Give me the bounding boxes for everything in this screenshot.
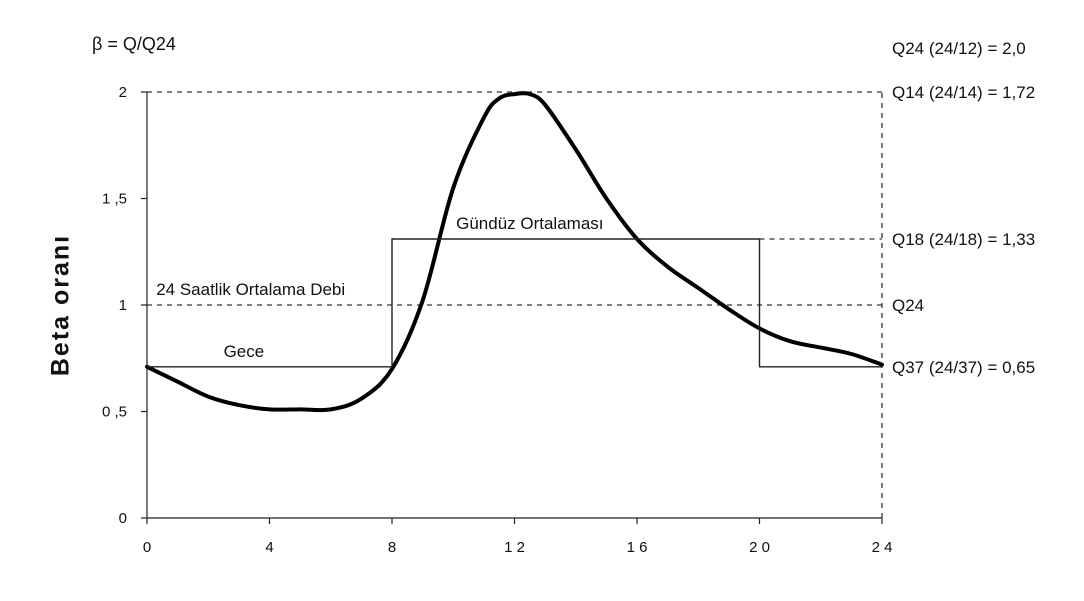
annotation-3: Q24 — [892, 296, 924, 315]
x-tick-label-2: 8 — [388, 539, 396, 556]
annotation-4: Q37 (24/37) = 0,65 — [892, 358, 1035, 377]
annotation-1: Q14 (24/14) = 1,72 — [892, 83, 1035, 102]
y-axis-title-group: Beta oranı — [47, 234, 75, 376]
reference-lines — [147, 91, 883, 518]
annotations-layer: Q24 (24/12) = 2,0 Q14 (24/14) = 1,72 Q18 (… — [156, 39, 1035, 377]
y-tick-label-0: 0 — [119, 510, 127, 527]
y-tick-label-1: 0 ,5 — [102, 404, 127, 421]
x-tick-label-3: 1 2 — [504, 539, 525, 556]
series-curve-0 — [145, 91, 884, 413]
annotation-2: Q18 (24/18) = 1,33 — [892, 230, 1035, 249]
x-tick-label-4: 1 6 — [627, 539, 648, 556]
series-step-1 — [147, 238, 882, 368]
y-axis-title: Beta oranı — [47, 234, 75, 376]
y-tick-label-3: 1 ,5 — [102, 191, 127, 208]
annotation-7: Gece — [224, 342, 265, 361]
y-tick-label-2: 1 — [119, 297, 127, 314]
y-axis-ticks: 0 0 ,5 1 1 ,5 2 — [102, 84, 147, 527]
annotation-5: Gündüz Ortalaması — [456, 214, 603, 233]
annotation-0: Q24 (24/12) = 2,0 — [892, 39, 1026, 58]
x-tick-label-6: 2 4 — [872, 539, 893, 556]
x-tick-label-5: 2 0 — [749, 539, 770, 556]
annotation-6: 24 Saatlik Ortalama Debi — [156, 280, 345, 299]
x-axis-ticks: 0 4 8 1 2 1 6 2 0 2 4 — [143, 518, 893, 556]
x-tick-label-1: 4 — [265, 539, 273, 556]
formula-label: β = Q/Q24 — [92, 34, 176, 54]
x-tick-label-0: 0 — [143, 539, 151, 556]
series-layer — [145, 91, 884, 413]
y-tick-label-4: 2 — [119, 84, 127, 101]
